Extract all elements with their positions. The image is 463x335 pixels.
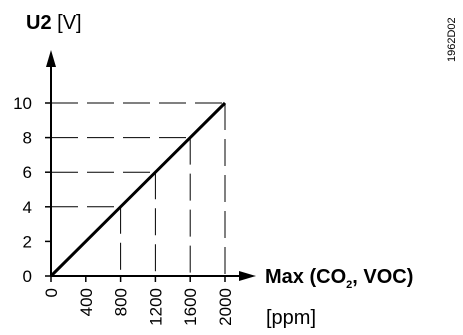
x-tick-label-1600: 1600 bbox=[181, 288, 200, 326]
x-axis-title-suffix: , VOC) bbox=[352, 266, 413, 288]
x-axis-title: Max (CO2, VOC) bbox=[265, 266, 413, 291]
series-line-0 bbox=[49, 101, 227, 278]
y-axis-title-bold: U2 bbox=[26, 12, 52, 34]
y-tick-label-0: 0 bbox=[23, 267, 32, 286]
x-ticks: 0 400 800 1200 1600 2000 bbox=[42, 276, 235, 326]
guide-lines bbox=[51, 102, 226, 276]
series bbox=[49, 101, 227, 278]
y-tick-label-2: 2 bbox=[23, 232, 32, 251]
y-axis-arrow bbox=[46, 50, 56, 67]
x-tick-label-2000: 2000 bbox=[216, 288, 235, 326]
y-tick-label-10: 10 bbox=[13, 94, 32, 113]
y-tick-label-4: 4 bbox=[23, 198, 32, 217]
y-axis-title: U2 [V] bbox=[26, 12, 82, 34]
x-axis-title-prefix: Max (CO bbox=[265, 266, 346, 288]
figure-code: 1962D02 bbox=[446, 17, 458, 62]
x-tick-label-800: 800 bbox=[112, 288, 131, 316]
x-axis-title-sub: 2 bbox=[346, 279, 352, 291]
x-tick-label-0: 0 bbox=[42, 288, 61, 297]
x-axis-arrow bbox=[239, 271, 256, 281]
y-tick-label-6: 6 bbox=[23, 163, 32, 182]
y-tick-label-8: 8 bbox=[23, 129, 32, 148]
y-ticks: 0 2 4 6 8 10 bbox=[13, 94, 51, 286]
x-tick-label-1200: 1200 bbox=[146, 288, 165, 326]
y-axis-title-unit: [V] bbox=[52, 12, 82, 34]
x-axis-unit: [ppm] bbox=[266, 307, 316, 329]
x-tick-label-400: 400 bbox=[77, 288, 96, 316]
